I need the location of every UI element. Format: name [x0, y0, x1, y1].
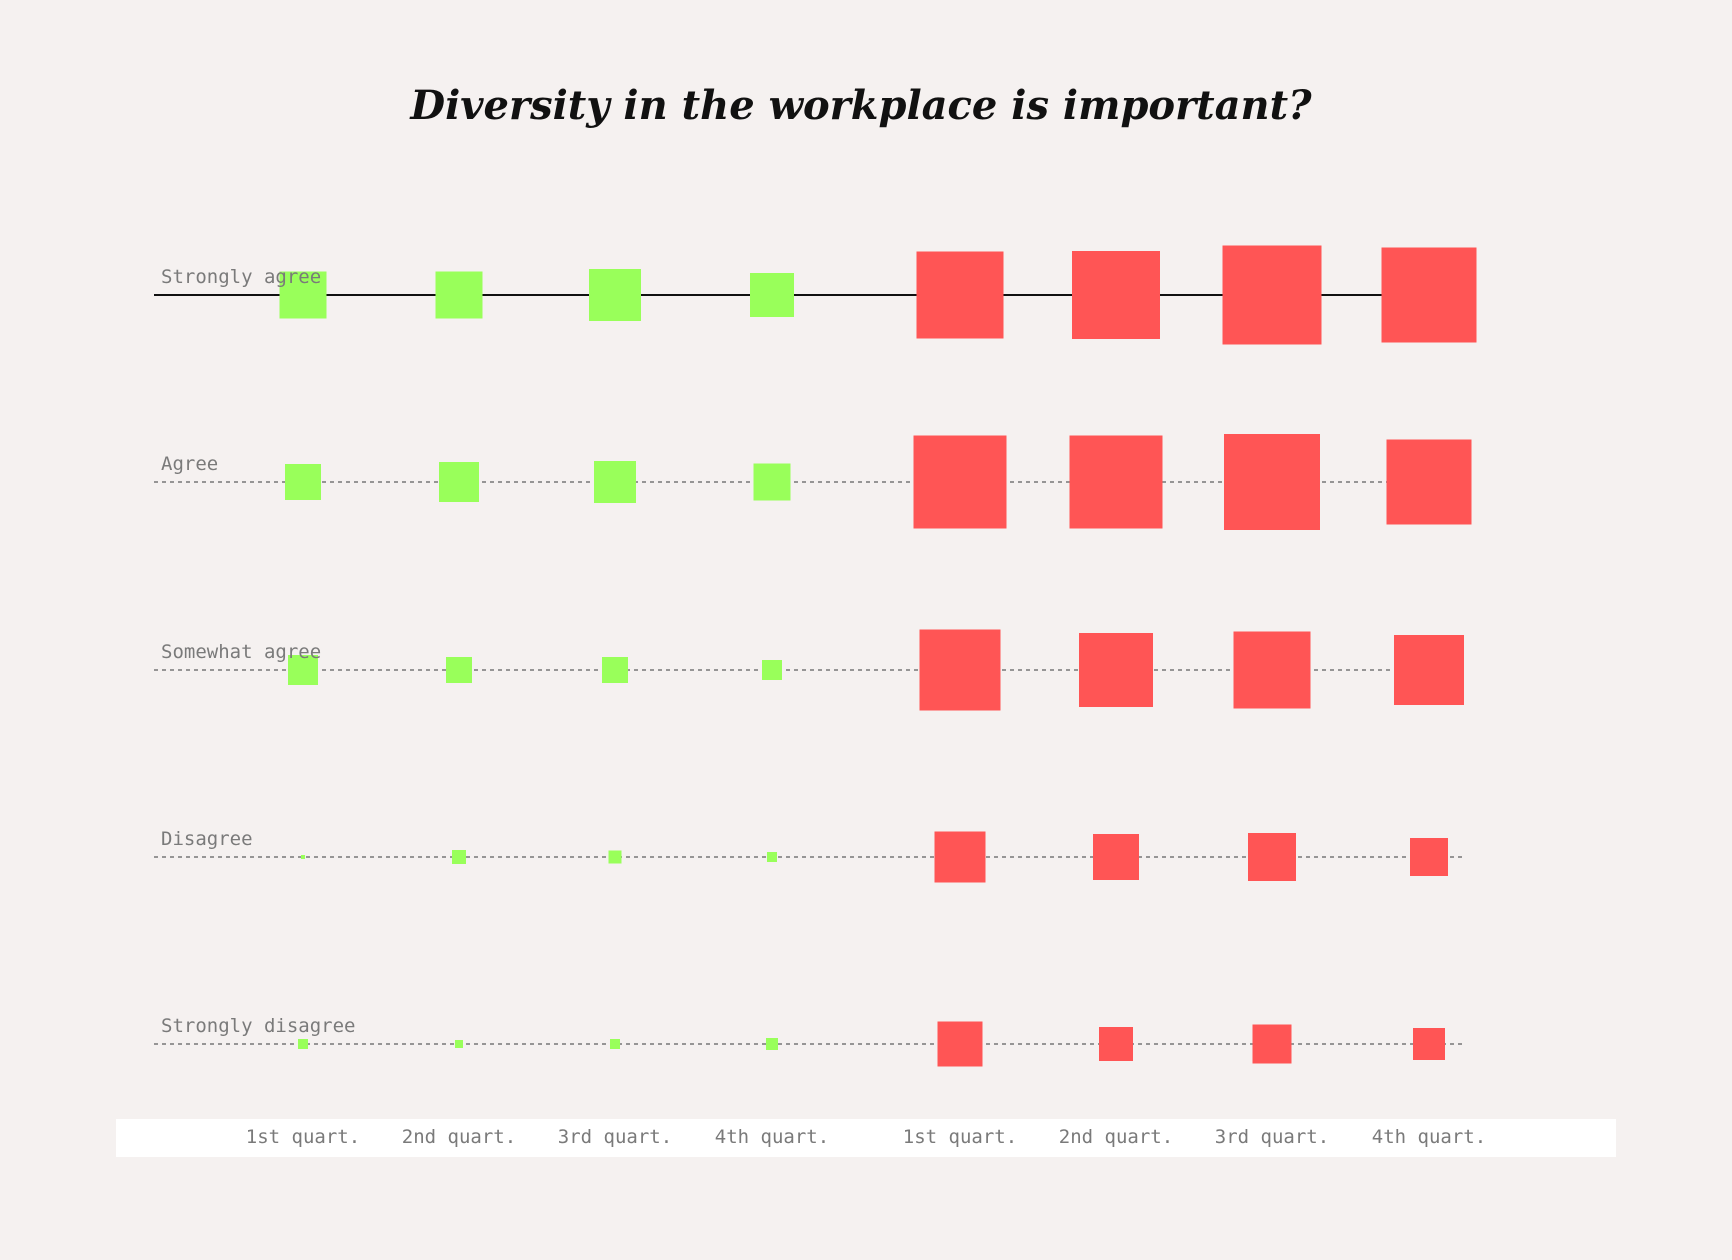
data-square — [1069, 435, 1163, 529]
row-label: Agree — [161, 453, 218, 475]
data-square — [455, 1040, 463, 1048]
x-tick-label: 2nd quart. — [402, 1126, 516, 1148]
data-square — [750, 273, 794, 317]
data-square — [1099, 1027, 1133, 1061]
data-square — [1381, 247, 1477, 343]
x-axis-band — [116, 1119, 1616, 1157]
x-tick-label: 1st quart. — [246, 1126, 360, 1148]
data-square — [1072, 251, 1160, 339]
data-square — [1413, 1028, 1445, 1060]
data-square — [288, 655, 318, 685]
data-square — [1410, 838, 1448, 876]
chart-title: Diversity in the workplace is important? — [410, 82, 1312, 129]
x-tick-label: 3rd quart. — [558, 1126, 672, 1148]
x-tick-label: 3rd quart. — [1215, 1126, 1329, 1148]
row-label: Strongly agree — [161, 266, 321, 288]
data-square — [1093, 834, 1139, 880]
data-square — [1386, 439, 1472, 525]
data-square — [610, 1039, 620, 1049]
data-square — [1233, 631, 1311, 709]
x-tick-label: 1st quart. — [903, 1126, 1017, 1148]
data-square — [766, 1038, 778, 1050]
data-square — [589, 269, 641, 321]
row-label: Disagree — [161, 828, 253, 850]
data-square — [602, 657, 628, 683]
data-square — [934, 831, 986, 883]
data-square — [762, 660, 782, 680]
data-square — [916, 251, 1004, 339]
data-square — [1248, 833, 1296, 881]
data-square — [285, 464, 321, 500]
data-square — [1224, 434, 1320, 530]
row-label: Somewhat agree — [161, 641, 321, 663]
data-square — [1252, 1024, 1292, 1064]
x-tick-label: 4th quart. — [715, 1126, 829, 1148]
data-square — [439, 462, 479, 502]
data-square — [767, 852, 777, 862]
data-square — [937, 1021, 983, 1067]
data-square — [1222, 245, 1322, 345]
data-square — [1394, 635, 1464, 705]
data-square — [446, 657, 472, 683]
data-square — [919, 629, 1001, 711]
data-square — [913, 435, 1007, 529]
x-tick-label: 2nd quart. — [1059, 1126, 1173, 1148]
data-square — [594, 461, 636, 503]
data-square — [298, 1039, 308, 1049]
data-square — [301, 855, 305, 859]
data-square — [608, 850, 622, 864]
data-square — [279, 271, 327, 319]
row-label: Strongly disagree — [161, 1015, 355, 1037]
data-square — [753, 463, 791, 501]
data-square — [452, 850, 466, 864]
data-square — [1079, 633, 1153, 707]
data-square — [435, 271, 483, 319]
x-tick-label: 4th quart. — [1372, 1126, 1486, 1148]
